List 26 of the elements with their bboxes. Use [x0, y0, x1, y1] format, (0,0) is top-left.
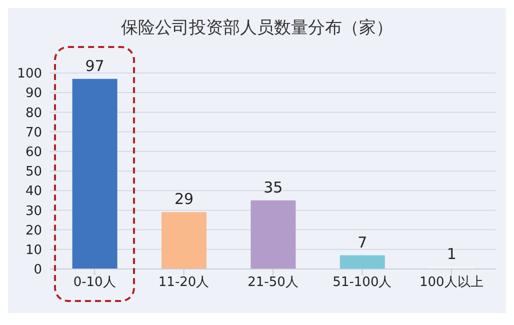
y-tick-label: 20	[25, 223, 42, 238]
data-label: 7	[358, 233, 368, 252]
bar	[72, 78, 118, 269]
data-label: 1	[446, 245, 456, 264]
x-tick-label: 0-10人	[73, 275, 116, 290]
y-tick-label: 10	[25, 243, 42, 258]
y-tick-label: 80	[25, 106, 42, 121]
y-tick-label: 100	[17, 66, 42, 82]
bar	[250, 200, 296, 269]
data-label: 29	[174, 190, 194, 208]
x-tick-label: 11-20人	[158, 275, 210, 290]
x-tick-label: 21-50人	[248, 275, 298, 290]
x-tick-label: 51-100人	[332, 275, 392, 290]
y-tick-label: 90	[25, 86, 42, 102]
y-tick-label: 30	[25, 204, 42, 219]
y-tick-label: 70	[25, 125, 42, 140]
x-tick-label: 100人以上	[419, 275, 484, 290]
bar	[340, 255, 385, 269]
data-label: 97	[85, 56, 104, 75]
chart-title: 保险公司投资部人员数量分布（家）	[120, 17, 394, 40]
bar	[162, 212, 206, 269]
y-tick-label: 0	[34, 262, 42, 278]
y-tick-label: 50	[25, 164, 42, 180]
data-label: 35	[264, 178, 283, 196]
y-tick-label: 40	[25, 184, 42, 200]
y-tick-label: 60	[25, 145, 42, 160]
